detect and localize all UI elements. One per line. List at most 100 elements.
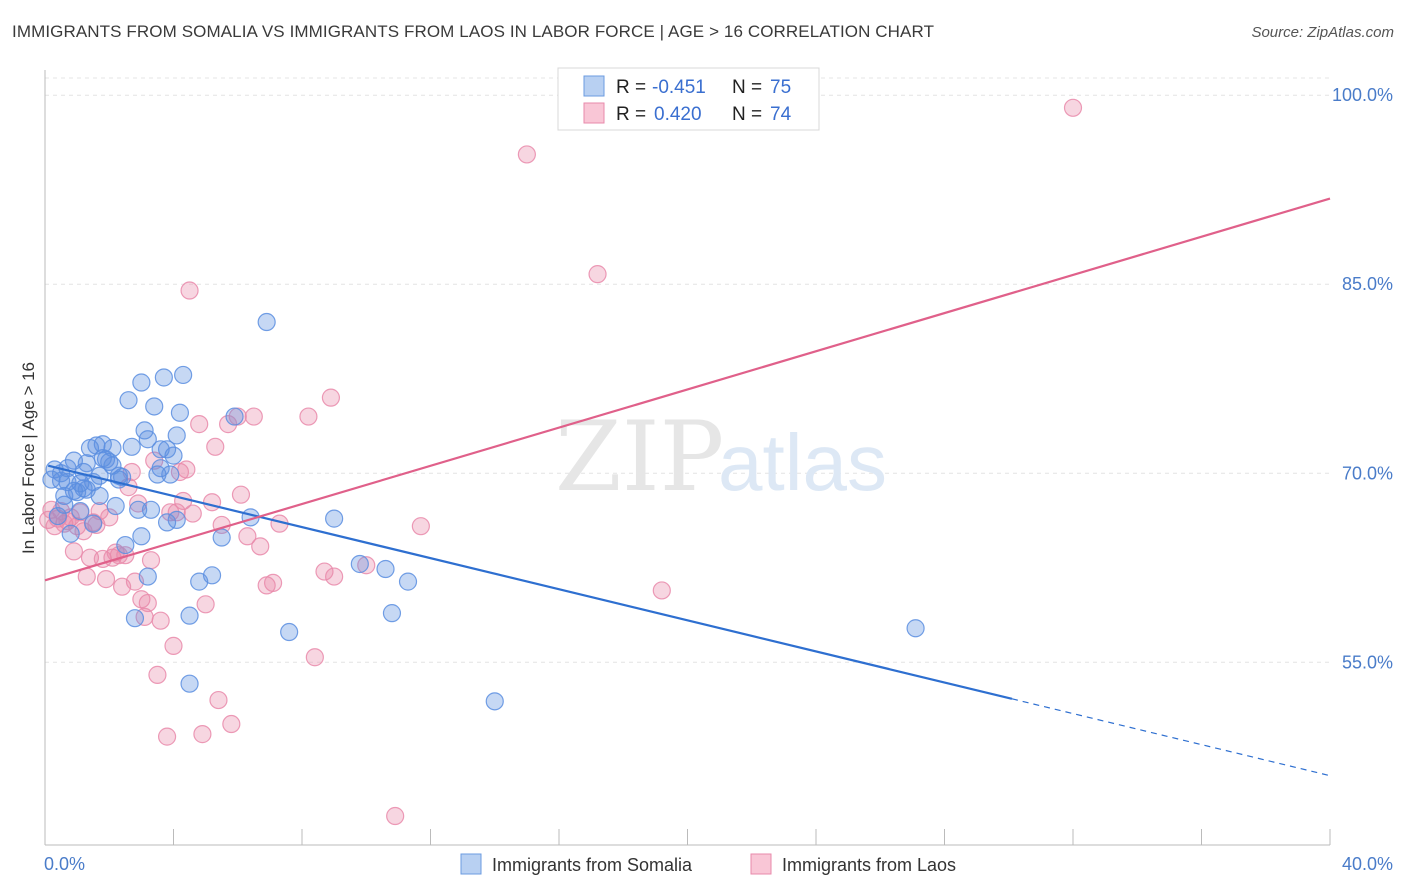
- somalia-point-57: [350, 554, 369, 574]
- laos-point-32: [141, 551, 161, 570]
- y-tick-label-3: 100.0%: [1332, 85, 1393, 105]
- x-tick-label-max: 40.0%: [1342, 854, 1393, 874]
- laos-point-45: [190, 415, 209, 434]
- somalia-point-16: [90, 486, 109, 506]
- laos-point-64: [315, 562, 334, 581]
- laos-point-36: [157, 727, 177, 746]
- laos-point-43: [180, 281, 199, 300]
- somalia-trend-line: [47, 464, 1013, 700]
- laos-point-33: [145, 451, 164, 470]
- somalia-point-63: [48, 506, 67, 526]
- legend-swatch-somalia: [583, 75, 605, 97]
- somalia-point-60: [398, 572, 418, 591]
- laos-point-48: [202, 493, 222, 512]
- laos-point-34: [148, 665, 167, 684]
- somalia-point-65: [84, 514, 103, 533]
- somalia-point-51: [212, 528, 231, 547]
- somalia-point-8: [71, 501, 90, 521]
- y-tick-label-1: 70.0%: [1342, 463, 1393, 483]
- laos-point-68: [386, 806, 405, 826]
- laos-points: [39, 98, 1083, 826]
- x-tick-labels: 0.0% 40.0%: [44, 854, 1393, 874]
- laos-point-8: [64, 542, 84, 561]
- somalia-point-27: [125, 609, 145, 628]
- bottom-legend: Immigrants from Somalia Immigrants from …: [460, 853, 956, 875]
- y-tick-label-0: 55.0%: [1342, 652, 1393, 672]
- somalia-point-45: [170, 403, 190, 422]
- bottom-legend-swatch-somalia: [460, 853, 482, 875]
- somalia-point-34: [145, 397, 164, 416]
- laos-point-70: [517, 145, 536, 164]
- laos-point-31: [138, 593, 157, 613]
- somalia-point-62: [906, 619, 925, 638]
- somalia-point-28: [129, 500, 148, 519]
- laos-trend-line: [44, 197, 1331, 582]
- somalia-point-55: [280, 622, 299, 642]
- somalia-point-5: [61, 524, 80, 543]
- somalia-point-47: [180, 674, 199, 693]
- laos-point-24: [116, 546, 135, 565]
- laos-point-66: [325, 567, 344, 586]
- somalia-point-74: [55, 495, 74, 514]
- somalia-point-33: [141, 500, 161, 519]
- bottom-legend-swatch-laos: [750, 853, 772, 875]
- laos-point-65: [321, 388, 341, 407]
- laos-point-57: [244, 407, 263, 426]
- laos-point-55: [231, 485, 251, 504]
- laos-point-62: [299, 407, 318, 426]
- laos-point-69: [411, 517, 430, 536]
- laos-point-44: [183, 504, 202, 523]
- laos-point-37: [161, 503, 180, 522]
- laos-point-19: [100, 508, 119, 527]
- chart-source: Source: ZipAtlas.com: [1251, 24, 1394, 41]
- legend-r-somalia: -0.451: [652, 77, 706, 98]
- laos-point-73: [1063, 98, 1083, 117]
- laos-point-52: [219, 415, 238, 434]
- somalia-point-32: [138, 567, 157, 586]
- legend-r-laos: 0.420: [654, 104, 702, 125]
- laos-point-49: [206, 437, 225, 456]
- laos-point-38: [164, 636, 183, 655]
- y-tick-labels: 55.0% 70.0% 85.0% 100.0%: [1332, 85, 1393, 672]
- somalia-point-37: [151, 459, 170, 478]
- legend-r-label-somalia: R =: [616, 77, 646, 98]
- somalia-point-26: [122, 437, 141, 456]
- legend-n-label-somalia: N =: [732, 77, 762, 98]
- somalia-point-42: [164, 446, 183, 465]
- somalia-point-18: [93, 435, 112, 454]
- somalia-point-50: [202, 566, 222, 585]
- laos-point-46: [193, 725, 212, 744]
- y-axis-label: In Labor Force | Age > 16: [19, 362, 38, 554]
- somalia-point-61: [485, 692, 504, 711]
- laos-point-71: [588, 265, 607, 284]
- legend-n-somalia: 75: [770, 77, 791, 98]
- laos-point-42: [177, 460, 196, 479]
- laos-point-72: [652, 581, 671, 600]
- somalia-point-73: [132, 527, 151, 546]
- somalia-point-38: [154, 368, 173, 387]
- laos-point-63: [305, 648, 324, 667]
- legend: R = -0.451 N = 75 R = 0.420 N = 74: [557, 67, 820, 131]
- somalia-point-29: [132, 373, 151, 392]
- legend-r-label-laos: R =: [616, 104, 646, 125]
- somalia-point-41: [161, 465, 180, 484]
- laos-point-47: [196, 595, 215, 614]
- somalia-point-46: [174, 365, 193, 385]
- somalia-trend-extension: [1011, 698, 1331, 777]
- laos-point-67: [357, 556, 376, 575]
- somalia-point-21: [106, 496, 125, 516]
- somalia-point-25: [119, 391, 138, 410]
- somalia-point-71: [103, 438, 122, 458]
- axes: [44, 70, 1331, 846]
- trend-lines: [44, 197, 1331, 777]
- watermark-zip: ZIP: [555, 401, 724, 513]
- y-tick-label-2: 85.0%: [1342, 274, 1393, 294]
- somalia-point-69: [74, 479, 93, 498]
- laos-point-18: [96, 570, 116, 589]
- bottom-legend-somalia: Immigrants from Somalia: [492, 855, 693, 875]
- gridlines: [45, 77, 1330, 663]
- laos-point-53: [222, 714, 241, 734]
- somalia-point-54: [257, 312, 276, 332]
- somalia-point-56: [325, 509, 344, 528]
- somalia-point-67: [109, 466, 128, 485]
